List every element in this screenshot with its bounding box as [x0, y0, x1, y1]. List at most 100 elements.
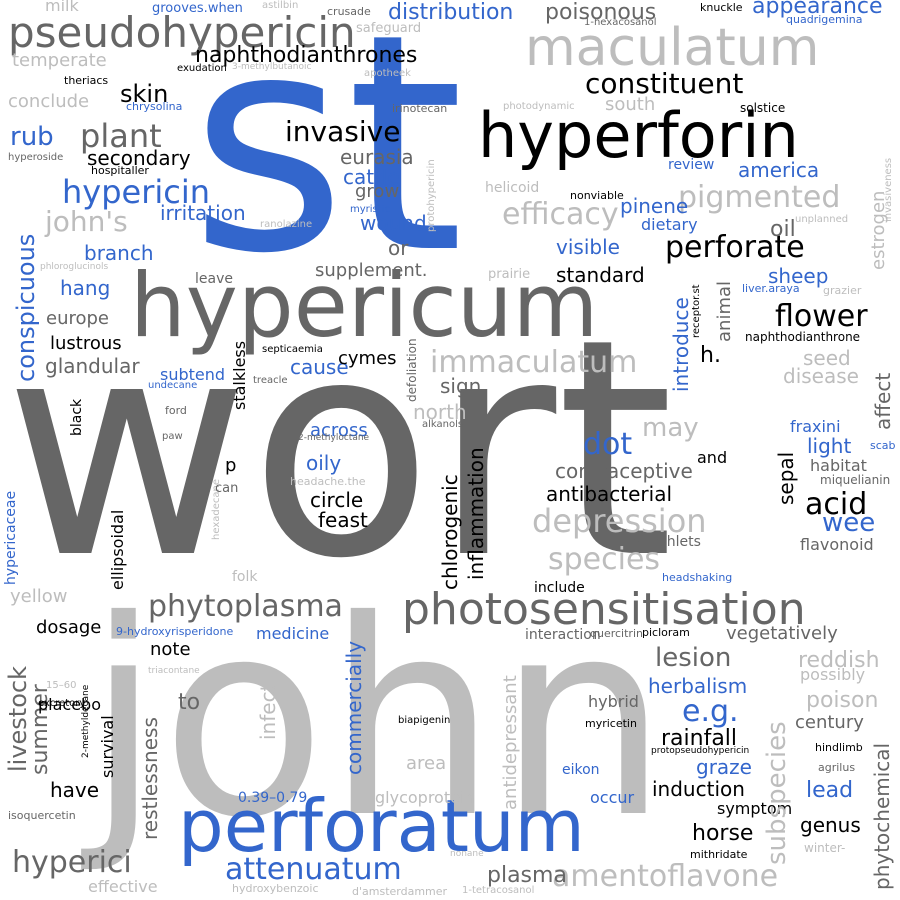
word: unplanned	[795, 214, 849, 225]
word: solstice	[740, 101, 786, 115]
word: skin	[120, 80, 169, 108]
word: myricetin	[585, 717, 637, 730]
word: triacontane	[148, 666, 200, 676]
word: paw	[162, 431, 183, 442]
word: supplement.	[315, 260, 428, 281]
word: maculatum	[525, 18, 820, 78]
word: invasiveness	[883, 157, 894, 222]
word: rub	[10, 122, 54, 152]
word: alkanols	[422, 419, 464, 430]
word: photodynamic	[503, 101, 575, 112]
word: 2-methyloctane	[298, 433, 370, 443]
word: dot	[583, 427, 633, 462]
word: century	[795, 712, 864, 733]
word: 15–60	[46, 680, 77, 691]
word: attenuatum	[225, 852, 402, 887]
word: and	[697, 448, 728, 467]
word: occur	[590, 788, 635, 807]
word: 0.39–0.79	[238, 790, 308, 806]
word: quercitrin	[590, 627, 643, 640]
word: livestock	[4, 666, 32, 772]
word: area	[406, 753, 447, 774]
word: effective	[88, 877, 158, 896]
word: conclude	[8, 91, 90, 112]
word: photosensitisation	[402, 584, 806, 635]
word: infect	[256, 683, 280, 740]
word: john's	[45, 205, 128, 238]
word: across	[310, 420, 368, 441]
word: contraceptive	[555, 459, 693, 483]
word: subtend	[160, 365, 226, 384]
word: appearance	[752, 0, 883, 19]
word: sepal	[774, 451, 798, 505]
word: lustrous	[50, 333, 122, 354]
word: plant	[80, 117, 162, 155]
word: headache.the	[290, 475, 366, 488]
word: possibly	[800, 665, 866, 684]
word: chlorogenic	[438, 474, 462, 590]
word: have	[50, 778, 100, 802]
word: can	[215, 481, 239, 496]
word: john	[86, 562, 669, 877]
word: note	[150, 639, 191, 660]
word: scab	[870, 439, 896, 452]
word: graze	[696, 755, 752, 779]
word: to	[178, 690, 201, 715]
word: disease	[783, 364, 859, 388]
word: protohypericin	[426, 159, 437, 232]
word: wee	[822, 508, 876, 538]
word: mithridate	[690, 848, 748, 861]
word: nonviable	[570, 189, 624, 202]
word: feast	[318, 508, 368, 532]
word: milk	[45, 0, 79, 15]
word: grow	[355, 181, 400, 202]
word: quadrigemina	[786, 13, 863, 26]
word: subspecies	[762, 721, 792, 865]
word: amentoflavone	[552, 859, 779, 894]
word: receptor.st	[691, 284, 702, 338]
word: e.g.	[682, 694, 739, 729]
word: oily	[306, 451, 342, 475]
word: temperate	[12, 50, 107, 71]
word: crusade	[327, 5, 371, 18]
word: cymes	[338, 348, 397, 369]
word: cause	[290, 355, 349, 379]
word: hypericin	[62, 173, 211, 211]
word: septicaemia	[262, 344, 323, 355]
word: chrysolina	[126, 100, 183, 113]
word: review	[668, 157, 715, 173]
word: liver.araya	[742, 282, 800, 295]
word: phytoplasma	[148, 589, 343, 624]
word: affect	[871, 372, 895, 430]
word: perforate	[665, 230, 805, 265]
word: protopseudohypericin	[651, 746, 750, 756]
word: folk	[232, 569, 258, 585]
word: branchlets	[627, 534, 701, 550]
word: yellow	[10, 586, 68, 607]
word: 3-methylbutanoic	[232, 62, 312, 72]
word: standard	[556, 263, 645, 287]
word: poison	[806, 688, 879, 713]
word: inflammation	[464, 447, 488, 580]
word: excretory	[38, 698, 86, 709]
word: restlessness	[138, 717, 162, 840]
word: flower	[775, 299, 868, 334]
word: st	[190, 0, 464, 319]
word: stalkless	[230, 340, 249, 410]
word: glycoprotein	[375, 788, 475, 807]
word: efficacy	[502, 197, 619, 232]
word: circle	[310, 488, 364, 512]
word: knuckle	[700, 1, 743, 14]
word: interaction	[525, 627, 601, 643]
word: hyperoside	[8, 152, 64, 163]
word: sheep	[768, 264, 829, 288]
word: p	[225, 455, 237, 476]
word: 1-tetracosanol	[462, 885, 535, 896]
word: leave	[195, 271, 233, 287]
word: constituent	[585, 67, 744, 100]
word: pseudohypericin	[8, 8, 356, 57]
word: species	[548, 542, 661, 577]
word: eikon	[562, 762, 600, 778]
word: wort	[4, 275, 674, 624]
word: apotheek	[364, 68, 411, 79]
